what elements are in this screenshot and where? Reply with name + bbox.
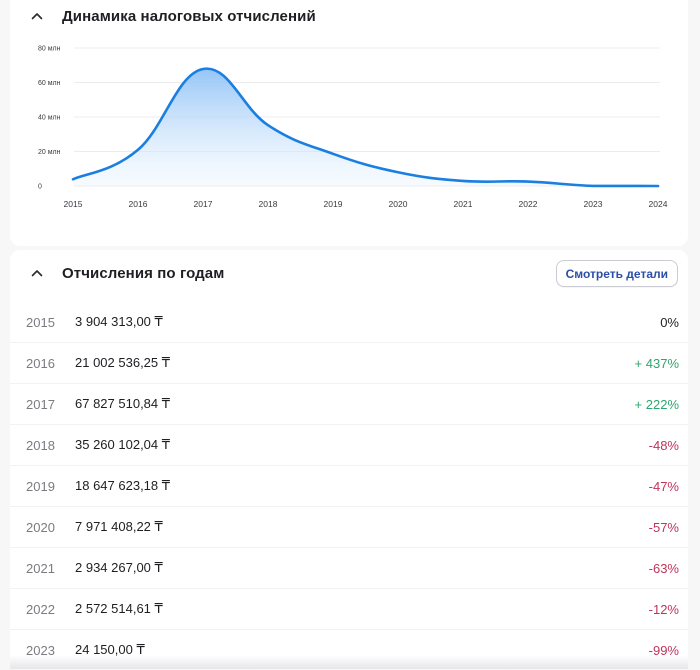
row-change-percent: -99%	[648, 642, 679, 658]
row-change-percent: -47%	[648, 478, 679, 494]
table-row: 2023 24 150,00 ₸ -99%	[10, 630, 688, 670]
row-amount: 35 260 102,04 ₸	[75, 437, 171, 452]
table-row: 2015 3 904 313,00 ₸ 0%	[10, 302, 688, 343]
svg-text:2020: 2020	[389, 199, 408, 209]
table-row: 2018 35 260 102,04 ₸ -48%	[10, 425, 688, 466]
chart-area-fill	[73, 68, 658, 186]
row-change-percent: + 437%	[634, 355, 679, 371]
row-year: 2022	[26, 601, 55, 617]
row-amount: 21 002 536,25 ₸	[75, 355, 171, 370]
svg-text:20 млн: 20 млн	[38, 149, 61, 156]
row-year: 2021	[26, 560, 55, 576]
svg-text:2017: 2017	[194, 199, 213, 209]
svg-text:2015: 2015	[64, 199, 83, 209]
svg-text:2016: 2016	[129, 199, 148, 209]
row-change-percent: -63%	[648, 560, 679, 576]
svg-text:2021: 2021	[454, 199, 473, 209]
table-row: 2020 7 971 408,22 ₸ -57%	[10, 507, 688, 548]
svg-text:80 млн: 80 млн	[38, 46, 61, 53]
svg-text:0: 0	[38, 184, 42, 191]
table-row: 2016 21 002 536,25 ₸ + 437%	[10, 343, 688, 384]
chart-line	[71, 67, 660, 188]
row-year: 2016	[26, 355, 55, 371]
svg-text:60 млн: 60 млн	[38, 80, 61, 87]
chevron-up-icon[interactable]	[28, 264, 46, 282]
row-year: 2023	[26, 642, 55, 658]
row-change-percent: -12%	[648, 601, 679, 617]
chevron-up-icon[interactable]	[28, 7, 46, 25]
yearly-contributions-header[interactable]: Отчисления по годам	[28, 264, 224, 282]
yearly-contributions-card: Отчисления по годам Смотреть детали 2015…	[10, 250, 688, 669]
row-year: 2019	[26, 478, 55, 494]
svg-text:2023: 2023	[584, 199, 603, 209]
row-year: 2015	[26, 314, 55, 330]
row-year: 2017	[26, 396, 55, 412]
table-row: 2019 18 647 623,18 ₸ -47%	[10, 466, 688, 507]
svg-text:40 млн: 40 млн	[38, 115, 61, 122]
row-amount: 7 971 408,22 ₸	[75, 519, 163, 534]
row-change-percent: 0%	[660, 314, 679, 330]
table-row: 2017 67 827 510,84 ₸ + 222%	[10, 384, 688, 425]
section-title: Динамика налоговых отчислений	[62, 7, 316, 25]
view-details-button[interactable]: Смотреть детали	[555, 260, 678, 287]
yearly-contributions-list: 2015 3 904 313,00 ₸ 0% 2016 21 002 536,2…	[10, 302, 688, 670]
section-title: Отчисления по годам	[62, 264, 225, 282]
tax-dynamics-header[interactable]: Динамика налоговых отчислений	[28, 7, 316, 25]
table-row: 2022 2 572 514,61 ₸ -12%	[10, 589, 688, 630]
svg-text:2019: 2019	[324, 199, 343, 209]
svg-text:2024: 2024	[649, 199, 668, 209]
row-year: 2020	[26, 519, 55, 535]
table-row: 2021 2 934 267,00 ₸ -63%	[10, 548, 688, 589]
row-change-percent: -57%	[648, 519, 679, 535]
svg-text:2018: 2018	[259, 199, 278, 209]
row-amount: 2 934 267,00 ₸	[75, 560, 163, 575]
row-change-percent: + 222%	[634, 396, 679, 412]
scroll-fade	[10, 655, 688, 669]
svg-text:2022: 2022	[519, 199, 538, 209]
tax-dynamics-card: Динамика налоговых отчислений 0 20 млн 40 …	[10, 0, 688, 246]
x-axis-labels: 2015 2016 2017 2018 2019 2020 2021 2022 2023 2024	[64, 199, 668, 209]
row-amount: 24 150,00 ₸	[75, 642, 145, 657]
row-amount: 18 647 623,18 ₸	[75, 478, 171, 493]
row-change-percent: -48%	[648, 437, 679, 453]
row-amount: 2 572 514,61 ₸	[75, 601, 163, 616]
row-amount: 3 904 313,00 ₸	[75, 314, 163, 329]
row-amount: 67 827 510,84 ₸	[75, 396, 171, 411]
row-year: 2018	[26, 437, 55, 453]
y-axis-labels: 0 20 млн 40 млн 60 млн 80 млн	[38, 46, 61, 191]
